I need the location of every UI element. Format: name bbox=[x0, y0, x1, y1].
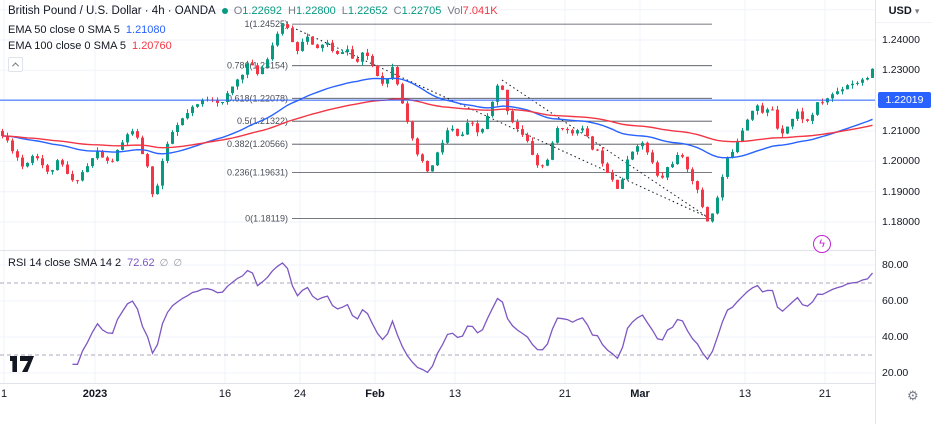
time-axis-label: 16 bbox=[218, 388, 232, 400]
time-axis-label: 1 bbox=[0, 388, 8, 400]
lightning-icon: ϟ bbox=[819, 238, 825, 250]
svg-text:0(1.18119): 0(1.18119) bbox=[245, 213, 288, 223]
ohlc-close: C1.22705 bbox=[393, 5, 442, 17]
ema50-legend[interactable]: EMA 50 close 0 SMA 5 1.21080 bbox=[8, 24, 166, 36]
volume: Vol7.041K bbox=[447, 5, 498, 17]
price-scale[interactable]: USD ▾ 1.24000 1.23000 1.21000 1.20000 1.1900… bbox=[875, 0, 932, 424]
ohlc-low: L1.22652 bbox=[341, 5, 388, 17]
rsi-label: RSI 14 close SMA 14 2 bbox=[8, 257, 122, 269]
time-axis-label: 2023 bbox=[82, 388, 108, 400]
time-axis-label: 13 bbox=[738, 388, 752, 400]
rsi-axis-label: 60.00 bbox=[882, 295, 909, 307]
time-axis-label: Feb bbox=[365, 388, 385, 400]
chevron-down-icon: ▾ bbox=[914, 5, 920, 16]
settings-gear-icon[interactable]: ⚙ bbox=[907, 388, 919, 403]
currency-label: USD bbox=[888, 5, 912, 17]
currency-selector[interactable]: USD ▾ bbox=[876, 0, 932, 23]
rsi-value: 72.62 bbox=[127, 257, 155, 269]
ema100-value: 1.20760 bbox=[132, 40, 172, 52]
svg-text:0.618(1.22078): 0.618(1.22078) bbox=[227, 93, 288, 103]
tradingview-logo[interactable] bbox=[8, 356, 38, 372]
time-axis-label: 21 bbox=[558, 388, 572, 400]
rsi-axis-label: 80.00 bbox=[882, 259, 909, 271]
price-axis-label: 1.20000 bbox=[882, 155, 920, 168]
ohlc-high: H1.22800 bbox=[288, 5, 336, 17]
price-axis-label: 1.24000 bbox=[882, 34, 920, 46]
time-axis-label: 13 bbox=[448, 388, 462, 400]
price-axis-label: 1.18000 bbox=[882, 215, 920, 228]
svg-text:0.382(1.20566): 0.382(1.20566) bbox=[227, 139, 288, 149]
ema100-legend[interactable]: EMA 100 close 0 SMA 5 1.20760 bbox=[8, 40, 172, 52]
price-axis-label: 1.23000 bbox=[882, 64, 920, 77]
rsi-legend[interactable]: RSI 14 close SMA 14 2 72.62 ∅ ∅ bbox=[8, 257, 182, 269]
rsi-pane-canvas[interactable] bbox=[0, 251, 875, 383]
price-axis-label: 1.21000 bbox=[882, 124, 920, 137]
symbol-legend[interactable]: British Pound / U.S. Dollar · 4h · OANDA… bbox=[8, 5, 498, 17]
market-open-dot-icon bbox=[221, 8, 228, 14]
ohlc-open: O1.22692 bbox=[233, 5, 283, 17]
price-axis-label: 1.19000 bbox=[882, 185, 920, 198]
ema50-label: EMA 50 close 0 SMA 5 bbox=[8, 24, 120, 36]
pane-separator-rsi-axis[interactable] bbox=[0, 383, 932, 384]
price-pane-canvas[interactable]: 1(1.24525)0.786(1.23154)0.618(1.22078)0.… bbox=[0, 0, 875, 250]
time-axis-label: 21 bbox=[818, 388, 832, 400]
chart-plot-area[interactable]: 1(1.24525)0.786(1.23154)0.618(1.22078)0.… bbox=[0, 0, 875, 424]
flash-alert-button[interactable]: ϟ bbox=[813, 235, 831, 253]
empty-set-icon: ∅ bbox=[159, 257, 169, 269]
time-axis-label: Mar bbox=[630, 388, 650, 400]
rsi-axis-label: 20.00 bbox=[882, 367, 909, 379]
symbol-title[interactable]: British Pound / U.S. Dollar · 4h · OANDA bbox=[8, 5, 216, 17]
rsi-axis-label: 40.00 bbox=[882, 331, 909, 343]
svg-text:1(1.24525): 1(1.24525) bbox=[244, 19, 288, 29]
svg-text:0.5(1.21322): 0.5(1.21322) bbox=[237, 116, 288, 126]
collapse-legend-button[interactable] bbox=[8, 57, 23, 72]
chevron-up-icon bbox=[11, 62, 20, 70]
time-axis-label: 24 bbox=[293, 388, 307, 400]
ema50-value: 1.21080 bbox=[125, 24, 166, 36]
svg-text:0.236(1.19631): 0.236(1.19631) bbox=[227, 168, 288, 178]
last-price-badge: 1.22019 bbox=[878, 92, 931, 109]
time-axis[interactable]: 1 2023 16 24 Feb 13 21 Mar 13 21 bbox=[0, 384, 875, 424]
pane-separator-price-rsi[interactable] bbox=[0, 250, 932, 251]
ema100-label: EMA 100 close 0 SMA 5 bbox=[8, 40, 127, 52]
empty-set-icon: ∅ bbox=[173, 257, 183, 269]
